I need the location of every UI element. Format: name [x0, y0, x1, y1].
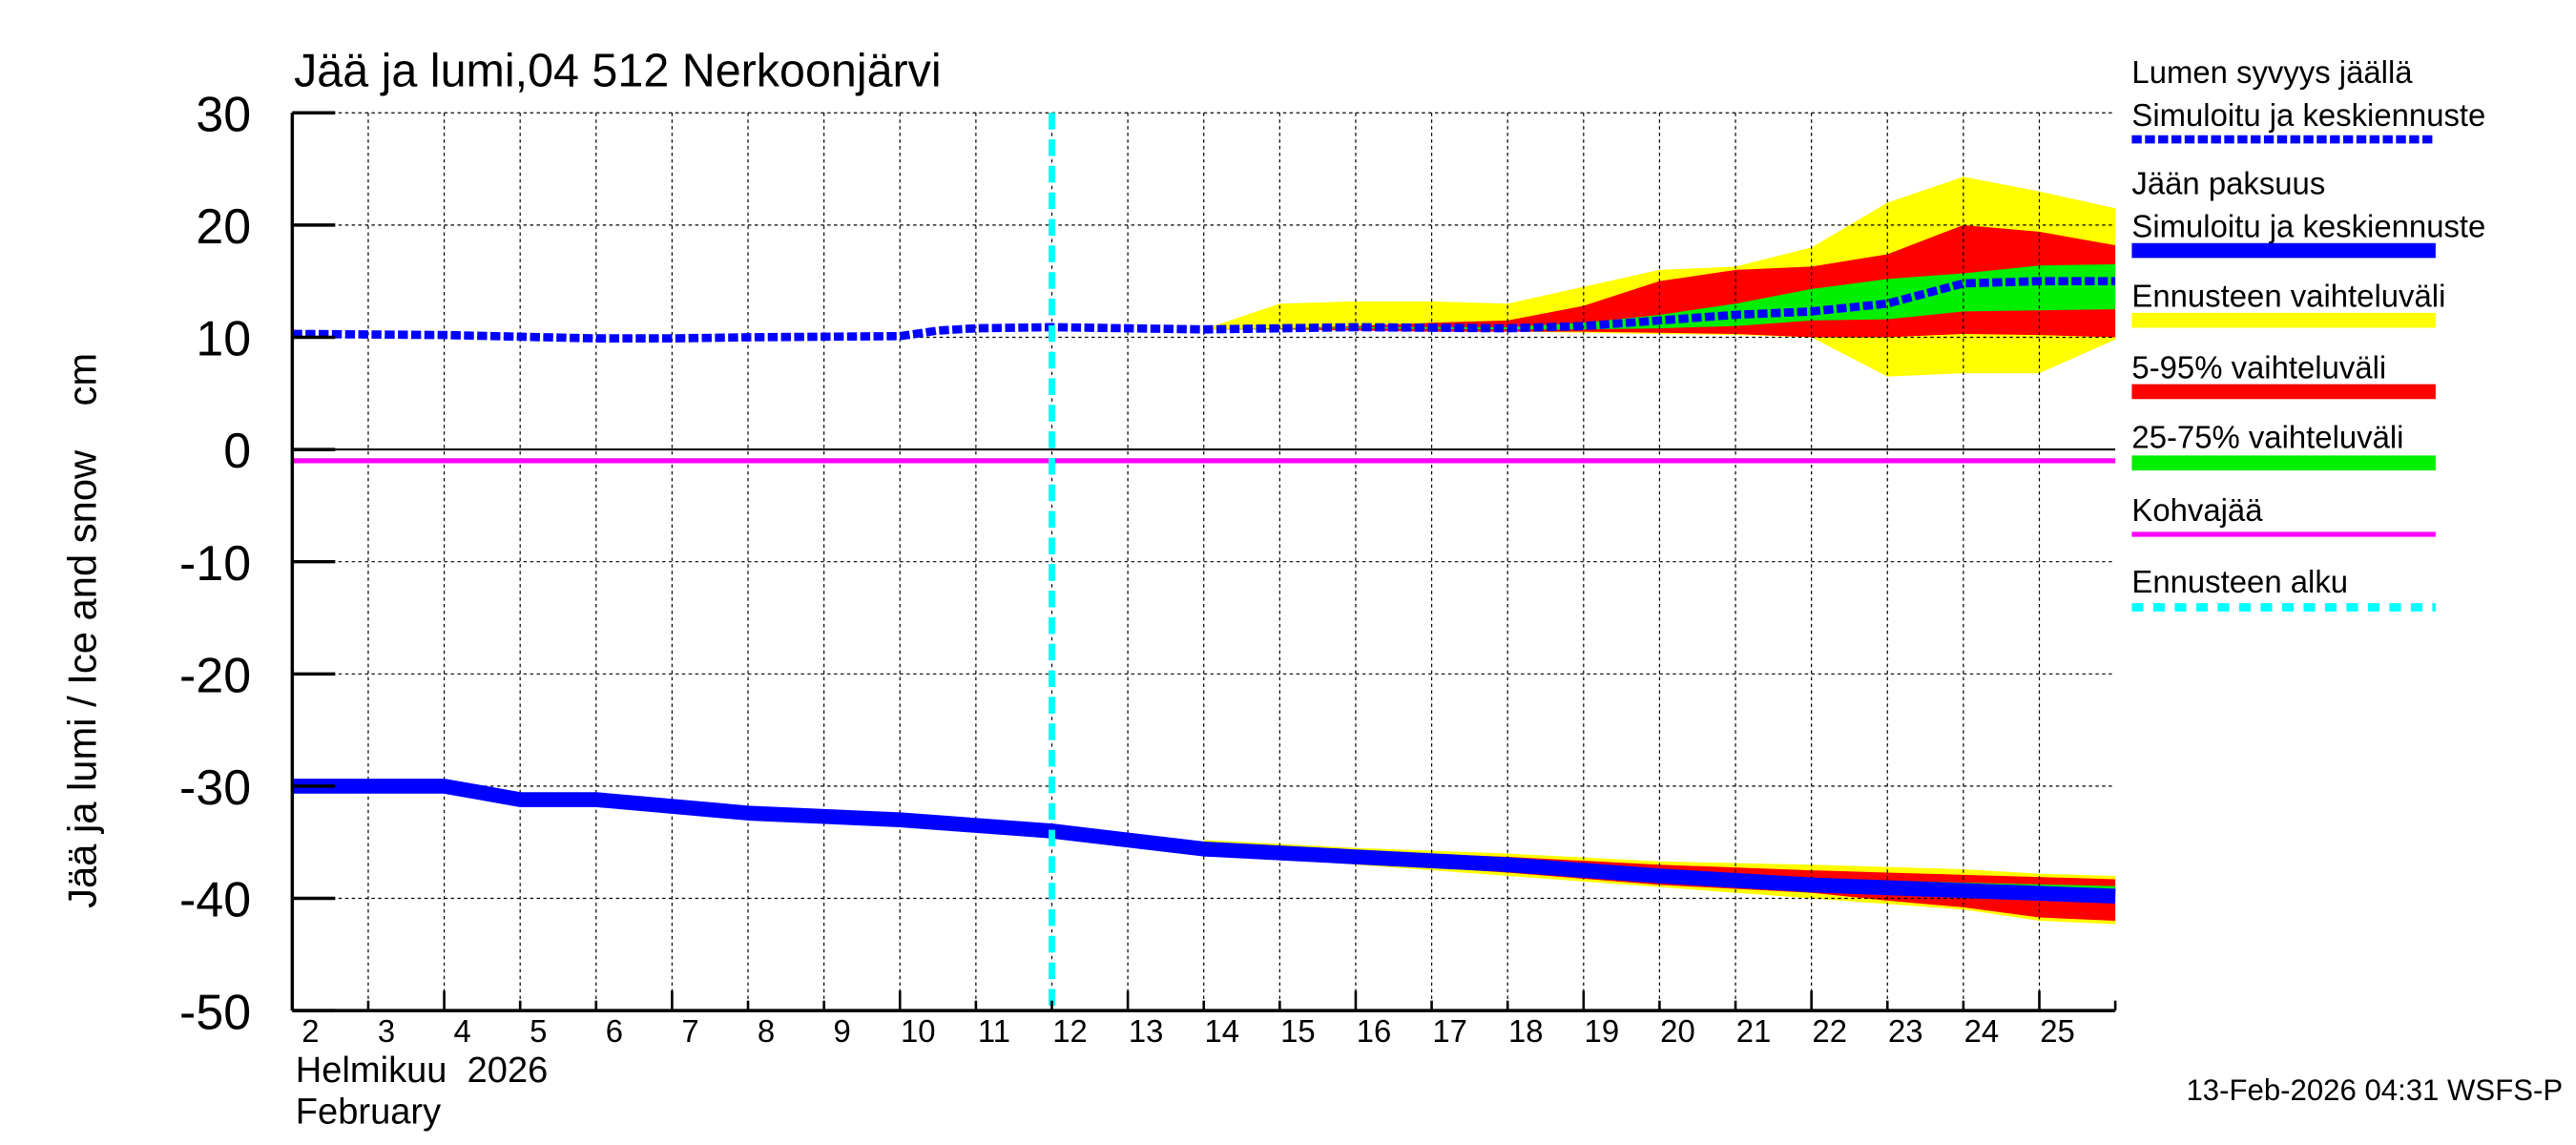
legend-label: Lumen syvyys jäällä — [2131, 54, 2413, 90]
x-tick-label: 25 — [2040, 1013, 2075, 1049]
x-tick-label: 15 — [1280, 1013, 1316, 1049]
x-tick-label: 5 — [530, 1013, 547, 1049]
legend-label: Simuloitu ja keskiennuste — [2131, 97, 2485, 133]
x-tick-label: 3 — [378, 1013, 395, 1049]
legend-label: 5-95% vaihteluväli — [2131, 349, 2386, 385]
y-tick-label: 10 — [196, 311, 251, 366]
y-axis-label: Jää ja lumi / Ice and snow cm — [59, 353, 104, 908]
y-tick-label: -30 — [179, 760, 251, 816]
x-tick-label: 4 — [453, 1013, 470, 1049]
x-tick-label: 9 — [834, 1013, 851, 1049]
x-tick-label: 16 — [1357, 1013, 1392, 1049]
y-tick-label: -20 — [179, 648, 251, 703]
x-tick-label: 22 — [1812, 1013, 1847, 1049]
x-tick-label: 14 — [1204, 1013, 1239, 1049]
chart-title: Jää ja lumi,04 512 Nerkoonjärvi — [294, 45, 942, 96]
legend: Lumen syvyys jäällä Simuloitu ja keskienn… — [2131, 54, 2485, 612]
legend-label: Simuloitu ja keskiennuste — [2131, 209, 2485, 244]
x-tick-label: 21 — [1736, 1013, 1772, 1049]
x-tick-label: 11 — [978, 1013, 1010, 1049]
x-tick-label: 2 — [301, 1013, 319, 1049]
x-tick-label: 12 — [1052, 1013, 1088, 1049]
y-tick-label: 30 — [196, 87, 251, 142]
snow-depth-line — [292, 277, 2116, 344]
y-tick-label: -40 — [179, 873, 251, 928]
x-tick-label: 19 — [1585, 1013, 1620, 1049]
x-axis-month-label: Helmikuu 2026 — [296, 1050, 548, 1091]
x-tick-label: 24 — [1964, 1013, 2000, 1049]
legend-label: Jään paksuus — [2131, 165, 2325, 200]
x-tick-label: 17 — [1432, 1013, 1467, 1049]
x-tick-label: 13 — [1129, 1013, 1164, 1049]
x-tick-label: 6 — [606, 1013, 623, 1049]
x-tick-label: 8 — [758, 1013, 775, 1049]
legend-label: 25-75% vaihteluväli — [2131, 419, 2403, 454]
legend-label: Ennusteen alku — [2131, 564, 2348, 599]
x-axis-month-label-en: February — [296, 1091, 441, 1132]
x-tick-label: 7 — [681, 1013, 698, 1049]
lines-layer — [292, 113, 2116, 1011]
x-tick-label: 23 — [1888, 1013, 1923, 1049]
legend-label: Kohvajää — [2131, 492, 2263, 528]
x-tick-label: 20 — [1660, 1013, 1695, 1049]
ice-thickness-line — [292, 779, 2116, 904]
legend-label: Ennusteen vaihteluväli — [2131, 279, 2445, 314]
y-tick-label: -10 — [179, 536, 251, 592]
y-tick-label: 0 — [223, 424, 251, 479]
x-tick-label: 10 — [901, 1013, 936, 1049]
y-tick-label: -50 — [179, 985, 251, 1040]
y-tick-label: 20 — [196, 199, 251, 255]
footer-timestamp: 13-Feb-2026 04:31 WSFS-P — [2186, 1073, 2563, 1107]
x-tick-label: 18 — [1508, 1013, 1544, 1049]
